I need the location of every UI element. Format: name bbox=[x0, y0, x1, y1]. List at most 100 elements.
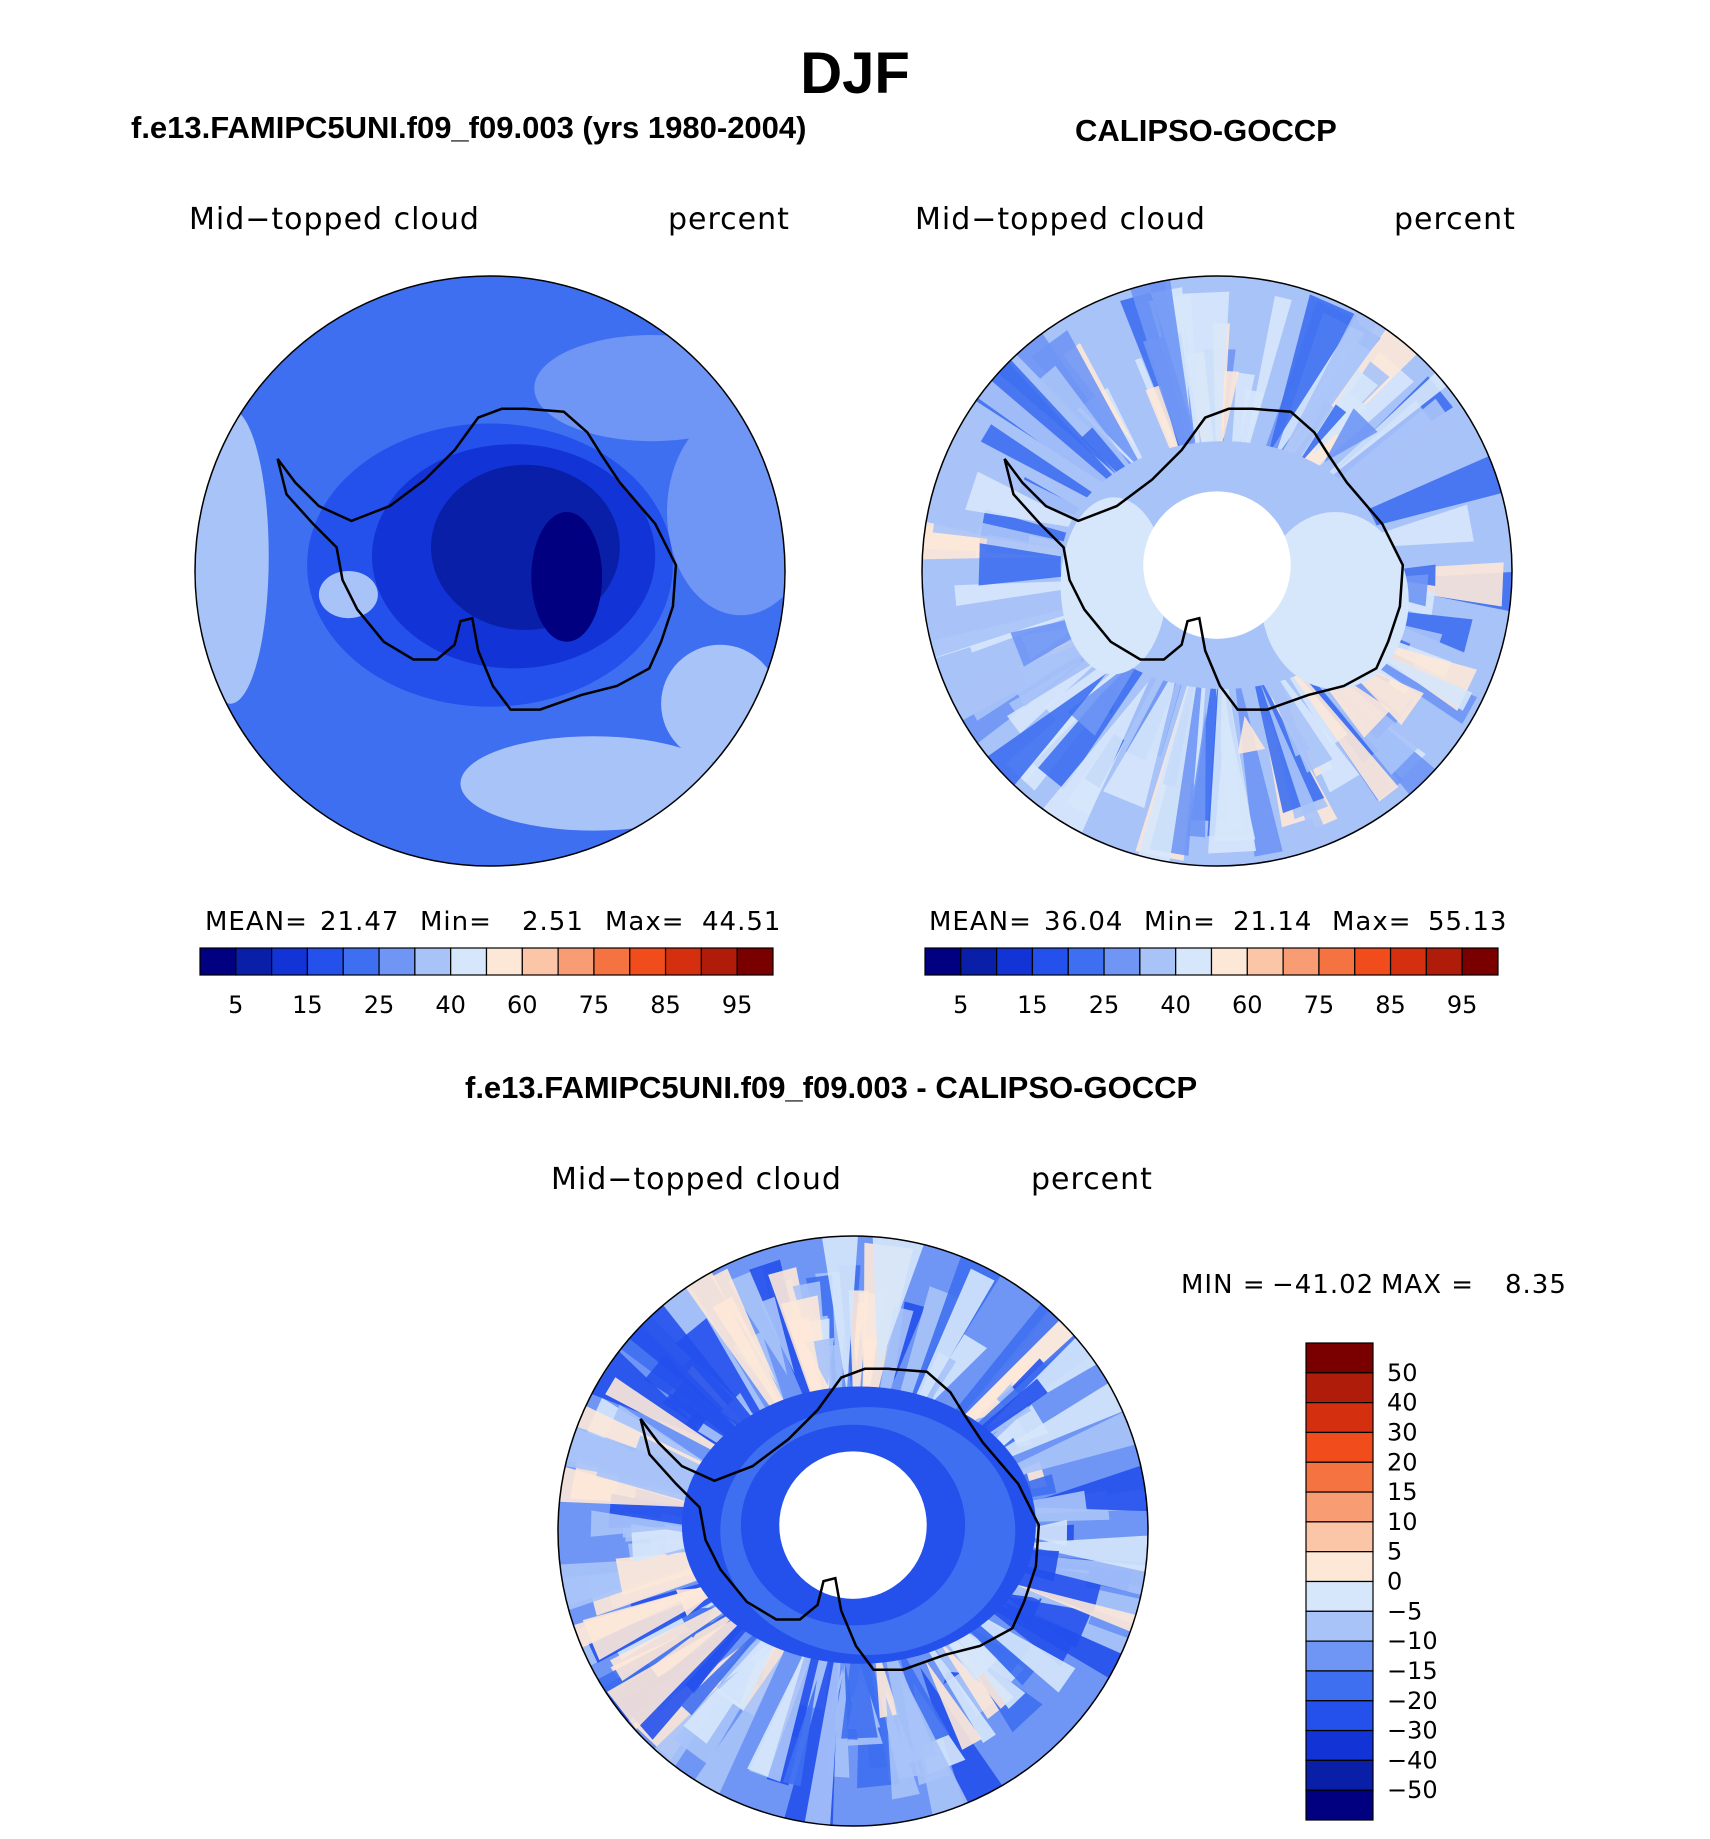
panel2-colorbar-color-box bbox=[1210, 947, 1248, 976]
panel1-colorbar-color-box bbox=[450, 947, 488, 976]
panel3-map-border bbox=[557, 1235, 1149, 1827]
panel3-min-label: MIN = bbox=[1181, 1270, 1266, 1300]
panel1-colorbar-tick-label: 85 bbox=[650, 991, 681, 1019]
panel1-colorbar-color-box bbox=[736, 947, 774, 976]
panel3-streak bbox=[841, 1618, 878, 1739]
panel2-streak bbox=[1007, 659, 1101, 734]
panel2-colorbar-tick-label: 85 bbox=[1375, 991, 1406, 1019]
panel1-colorbar-tick-label: 75 bbox=[579, 991, 610, 1019]
panel2-missing-data bbox=[1143, 491, 1291, 639]
panel1-mean-value: 21.47 bbox=[320, 907, 400, 937]
panel1-map bbox=[194, 275, 786, 867]
panel2-colorbar-tick-label: 75 bbox=[1304, 991, 1335, 1019]
panel2-colorbar-color-box bbox=[1389, 947, 1427, 976]
panel1-contour-region bbox=[318, 571, 378, 619]
panel3-colorbar-tick-label: −20 bbox=[1387, 1687, 1438, 1715]
panel3-units-label: percent bbox=[1031, 1162, 1153, 1197]
panel1-min-label: Min= bbox=[420, 907, 492, 937]
panel2-colorbar-color-box bbox=[1354, 947, 1392, 976]
panel3-max-label: MAX = bbox=[1381, 1270, 1475, 1300]
panel1-colorbar-color-box bbox=[700, 947, 738, 976]
panel3-colorbar-color-box bbox=[1305, 1342, 1374, 1374]
panel1-max-label: Max= bbox=[605, 907, 685, 937]
panel3-streak bbox=[800, 1604, 845, 1826]
panel2-colorbar-tick-label: 95 bbox=[1447, 991, 1478, 1019]
panel1-variable-label: Mid−topped cloud bbox=[189, 202, 480, 237]
panel3-colorbar-tick-label: 20 bbox=[1387, 1448, 1418, 1476]
panel1-colorbar-color-box bbox=[629, 947, 667, 976]
panel2-variable-label: Mid−topped cloud bbox=[915, 202, 1206, 237]
panel2-streak bbox=[1237, 295, 1292, 487]
panel2-max-value: 55.13 bbox=[1428, 907, 1508, 937]
panel3-colorbar-color-box bbox=[1305, 1372, 1374, 1404]
panel1-contour-region bbox=[531, 512, 603, 642]
panel3-colorbar-tick-label: −15 bbox=[1387, 1657, 1438, 1685]
panel2-coastline bbox=[1003, 407, 1405, 711]
panel1-colorbar-color-box bbox=[342, 947, 380, 976]
panel3-variable-label: Mid−topped cloud bbox=[551, 1162, 842, 1197]
panel3-colorbar-tick-label: −30 bbox=[1387, 1717, 1438, 1745]
panel2-colorbar-color-box bbox=[1175, 947, 1213, 976]
panel3-streak bbox=[924, 1658, 982, 1750]
panel3-colorbar-color-box bbox=[1305, 1610, 1374, 1642]
panel1-colorbar-color-box bbox=[593, 947, 631, 976]
panel3-colorbar-color-box bbox=[1305, 1789, 1374, 1821]
panel3-streak bbox=[711, 1268, 778, 1385]
panel2-title: CALIPSO-GOCCP bbox=[1075, 113, 1337, 148]
panel3-colorbar-color-box bbox=[1305, 1431, 1374, 1463]
panel3-streak bbox=[590, 1510, 694, 1537]
panel3-colorbar-color-box bbox=[1305, 1759, 1374, 1791]
panel2-streak bbox=[1067, 652, 1145, 736]
main-title: DJF bbox=[800, 41, 910, 106]
panel3-colorbar-tick-label: −10 bbox=[1387, 1627, 1438, 1655]
panel3-streak bbox=[936, 1637, 1004, 1719]
panel1-colorbar-color-box bbox=[521, 947, 559, 976]
panel2-streak bbox=[1248, 655, 1325, 814]
panel1-colorbar-tick-label: 60 bbox=[507, 991, 538, 1019]
panel3-streak bbox=[591, 1351, 713, 1442]
panel1-colorbar-color-box bbox=[271, 947, 309, 976]
panel1-colorbar-color-box bbox=[199, 947, 237, 976]
panel2-colorbar-tick-label: 15 bbox=[1017, 991, 1048, 1019]
panel2-streak bbox=[1214, 709, 1256, 843]
panel3-colorbar-tick-label: −50 bbox=[1387, 1776, 1438, 1804]
panel2-colorbar-color-box bbox=[1246, 947, 1284, 976]
panel3-colorbar-color-box bbox=[1305, 1521, 1374, 1553]
panel2-streak bbox=[1186, 711, 1206, 838]
panel2-colorbar-tick-label: 40 bbox=[1160, 991, 1191, 1019]
panel3-colorbar-tick-label: 5 bbox=[1387, 1538, 1402, 1566]
panel2-streak bbox=[1039, 365, 1152, 495]
panel2-mean-value: 36.04 bbox=[1044, 907, 1124, 937]
panel1-max-value: 44.51 bbox=[702, 907, 782, 937]
panel3-streak bbox=[957, 1618, 1036, 1686]
panel1-contour-region bbox=[195, 408, 269, 704]
panel1-colorbar: 5 15 25 40 60 75 85 95 bbox=[199, 947, 774, 1019]
panel3-field bbox=[558, 1236, 1148, 1826]
panel3-colorbar-tick-label: −5 bbox=[1387, 1597, 1422, 1625]
panel3-streak bbox=[747, 1646, 808, 1777]
panel3-streak bbox=[1015, 1534, 1148, 1576]
panel3-colorbar-color-box bbox=[1305, 1551, 1374, 1583]
panel1-mean-label: MEAN= bbox=[205, 907, 308, 937]
panel2-units-label: percent bbox=[1394, 202, 1516, 237]
panel2-contour-region bbox=[1060, 497, 1167, 675]
panel1-colorbar-color-box bbox=[664, 947, 702, 976]
panel2-streak bbox=[1231, 648, 1283, 857]
panel3-streak bbox=[716, 1630, 782, 1712]
panel3-streak bbox=[872, 1236, 925, 1371]
panel1-field bbox=[195, 276, 785, 866]
panel3-streak bbox=[965, 1303, 1087, 1422]
panel1-colorbar-color-box bbox=[378, 947, 416, 976]
panel2-streak bbox=[1042, 681, 1149, 834]
panel3-streak bbox=[905, 1680, 978, 1826]
panel3-streak bbox=[558, 1466, 710, 1508]
panel3-colorbar-tick-label: 15 bbox=[1387, 1478, 1418, 1506]
panel1-map-border bbox=[194, 275, 786, 867]
panel2-colorbar-color-box bbox=[960, 947, 998, 976]
panel3-colorbar-color-box bbox=[1305, 1402, 1374, 1434]
panel2-mean-label: MEAN= bbox=[929, 907, 1032, 937]
panel3-colorbar-color-box bbox=[1305, 1670, 1374, 1702]
panel2-colorbar: 5 15 25 40 60 75 85 95 bbox=[924, 947, 1499, 1019]
panel2-map-border bbox=[921, 275, 1513, 867]
